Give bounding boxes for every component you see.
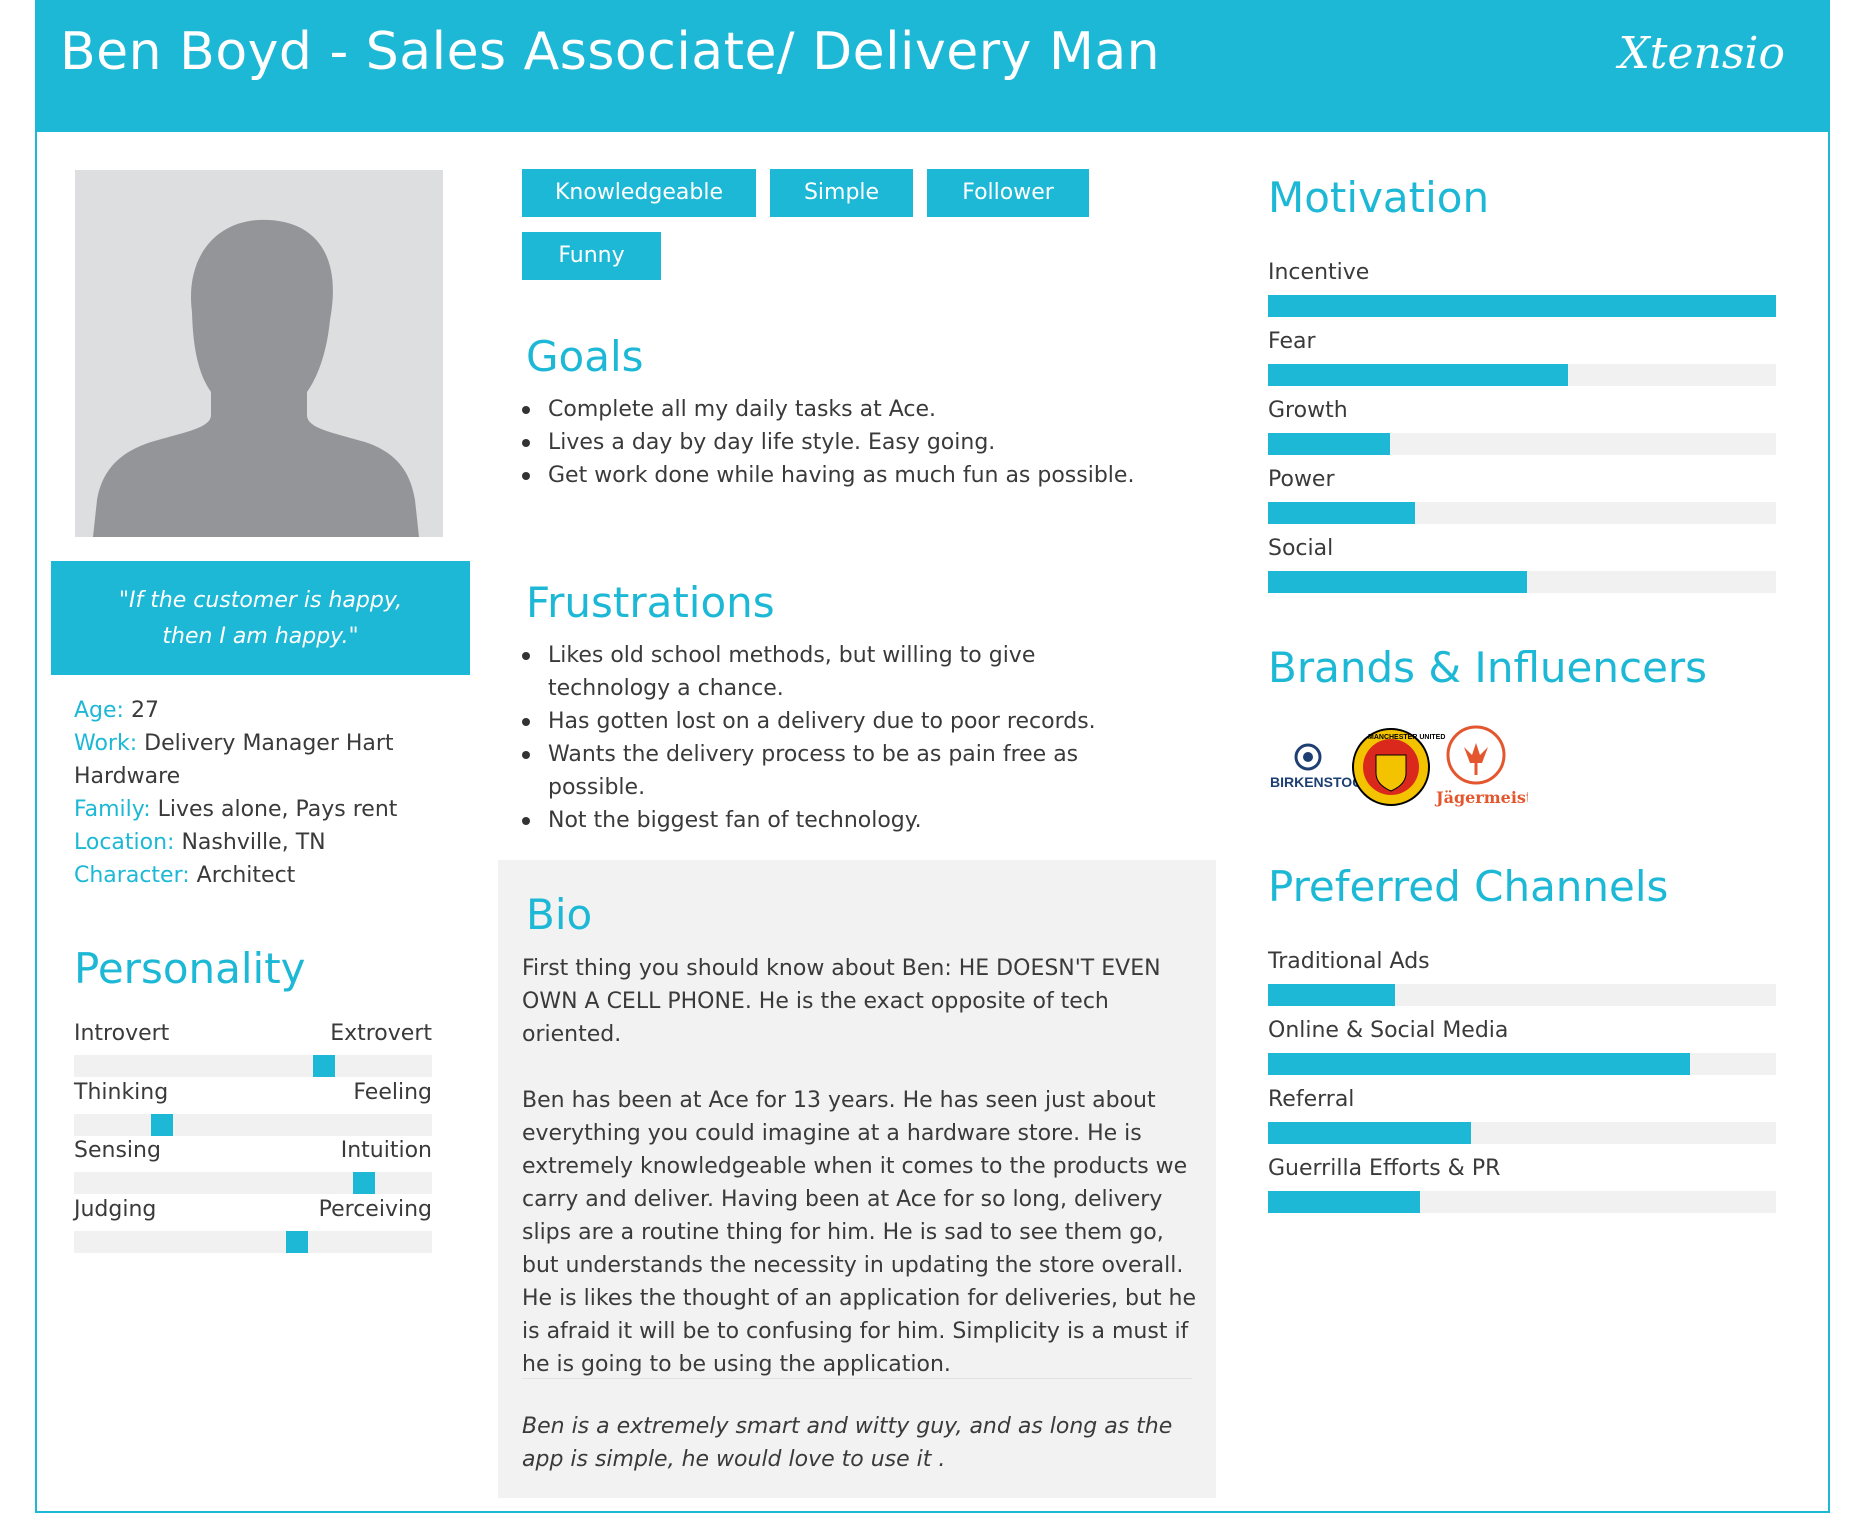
motivation-track-fear	[1268, 364, 1776, 386]
personality-track-1	[74, 1055, 432, 1077]
motivation-label-power: Power	[1268, 467, 1335, 492]
personality-marker	[353, 1172, 375, 1194]
scale-left-label: Judging	[74, 1197, 157, 1222]
motivation-fill	[1268, 433, 1390, 455]
channel-label-guerrilla: Guerrilla Efforts & PR	[1268, 1156, 1501, 1181]
list-item: Likes old school methods, but willing to…	[522, 639, 1162, 705]
channel-track-online-social	[1268, 1053, 1776, 1075]
personality-marker	[151, 1114, 173, 1136]
age-value: 27	[130, 698, 159, 723]
personality-marker	[313, 1055, 335, 1077]
header-bar: Ben Boyd - Sales Associate/ Delivery Man…	[35, 0, 1830, 132]
bio-note: Ben is a extremely smart and witty guy, …	[522, 1414, 1173, 1472]
person-silhouette-icon	[75, 170, 443, 537]
motivation-track-social	[1268, 571, 1776, 593]
motivation-fill	[1268, 295, 1776, 317]
motivation-track-growth	[1268, 433, 1776, 455]
avatar	[75, 170, 443, 537]
svg-text:Jägermeister: Jägermeister	[1434, 788, 1528, 807]
list-item: Get work done while having as much fun a…	[522, 459, 1202, 492]
page-title: Ben Boyd - Sales Associate/ Delivery Man	[60, 22, 1161, 82]
manchester-united-logo: MANCHESTER UNITED	[1352, 728, 1445, 806]
channel-track-referral	[1268, 1122, 1776, 1144]
motivation-heading: Motivation	[1268, 173, 1490, 222]
scale-left-label: Introvert	[74, 1021, 170, 1046]
personality-marker	[286, 1231, 308, 1253]
age-label: Age:	[74, 698, 124, 723]
bio-paragraph-2: Ben has been at Ace for 13 years. He has…	[522, 1088, 1197, 1377]
work-value: Delivery Manager Hart	[144, 731, 394, 756]
channel-fill	[1268, 984, 1395, 1006]
scale-right-label: Intuition	[340, 1138, 432, 1163]
motivation-label-social: Social	[1268, 536, 1334, 561]
scale-left-label: Sensing	[74, 1138, 161, 1163]
personality-heading: Personality	[74, 944, 306, 993]
list-item: Lives a day by day life style. Easy goin…	[522, 426, 1202, 459]
work-value-cont: Hardware	[74, 764, 181, 789]
persona-quote: "If the customer is happy, then I am hap…	[51, 561, 470, 675]
bio-divider	[522, 1378, 1192, 1379]
channel-track-guerrilla	[1268, 1191, 1776, 1213]
motivation-track-incentive	[1268, 295, 1776, 317]
brands-heading: Brands & Influencers	[1268, 643, 1708, 692]
brand-logos: BIRKENSTOCK MANCHESTER UNITED Jägermeist…	[1268, 725, 1553, 815]
xtensio-logo: Xtensio	[1618, 28, 1785, 79]
channel-label-traditional-ads: Traditional Ads	[1268, 949, 1430, 974]
location-label: Location:	[74, 830, 175, 855]
motivation-fill	[1268, 364, 1568, 386]
list-item: Complete all my daily tasks at Ace.	[522, 393, 1202, 426]
scale-right-label: Perceiving	[318, 1197, 432, 1222]
quote-line-2: then I am happy."	[162, 624, 359, 649]
goals-list: Complete all my daily tasks at Ace. Live…	[522, 393, 1202, 492]
tag-simple: Simple	[770, 169, 913, 217]
tag-follower: Follower	[927, 169, 1089, 217]
persona-frame	[35, 0, 1830, 1513]
location-value: Nashville, TN	[181, 830, 326, 855]
list-item: Not the biggest fan of technology.	[522, 804, 1162, 837]
birkenstock-logo: BIRKENSTOCK	[1270, 743, 1372, 790]
motivation-fill	[1268, 502, 1416, 524]
channels-heading: Preferred Channels	[1268, 862, 1669, 911]
family-label: Family:	[74, 797, 151, 822]
bio-heading: Bio	[526, 890, 593, 939]
list-item: Has gotten lost on a delivery due to poo…	[522, 705, 1162, 738]
motivation-fill	[1268, 571, 1528, 593]
tag-knowledgeable: Knowledgeable	[522, 169, 756, 217]
goals-heading: Goals	[526, 332, 644, 381]
character-label: Character:	[74, 863, 190, 888]
jagermeister-logo: Jägermeister	[1434, 725, 1553, 807]
scale-right-label: Feeling	[353, 1080, 432, 1105]
bio-paragraph-1: First thing you should know about Ben: H…	[522, 956, 1161, 1047]
motivation-label-fear: Fear	[1268, 329, 1316, 354]
scale-right-label: Extrovert	[330, 1021, 432, 1046]
bio-text: First thing you should know about Ben: H…	[522, 952, 1202, 1414]
motivation-label-growth: Growth	[1268, 398, 1348, 423]
channel-fill	[1268, 1122, 1472, 1144]
channel-label-online-social: Online & Social Media	[1268, 1018, 1509, 1043]
channel-fill	[1268, 1053, 1690, 1075]
frustrations-heading: Frustrations	[526, 578, 775, 627]
channel-track-traditional-ads	[1268, 984, 1776, 1006]
personality-track-3	[74, 1172, 432, 1194]
svg-text:MANCHESTER UNITED: MANCHESTER UNITED	[1368, 734, 1445, 741]
quote-line-1: "If the customer is happy,	[118, 588, 403, 613]
family-value: Lives alone, Pays rent	[157, 797, 398, 822]
tag-funny: Funny	[522, 232, 661, 280]
bio-panel: Bio First thing you should know about Be…	[498, 860, 1216, 1498]
channel-fill	[1268, 1191, 1421, 1213]
personality-track-2	[74, 1114, 432, 1136]
personality-track-4	[74, 1231, 432, 1253]
persona-info: Age: 27 Work: Delivery Manager Hart Hard…	[74, 694, 414, 892]
character-value: Architect	[196, 863, 296, 888]
channel-label-referral: Referral	[1268, 1087, 1355, 1112]
frustrations-list: Likes old school methods, but willing to…	[522, 639, 1162, 837]
list-item: Wants the delivery process to be as pain…	[522, 738, 1162, 804]
work-label: Work:	[74, 731, 138, 756]
motivation-track-power	[1268, 502, 1776, 524]
svg-text:BIRKENSTOCK: BIRKENSTOCK	[1270, 774, 1372, 790]
motivation-label-incentive: Incentive	[1268, 260, 1370, 285]
scale-left-label: Thinking	[74, 1080, 169, 1105]
